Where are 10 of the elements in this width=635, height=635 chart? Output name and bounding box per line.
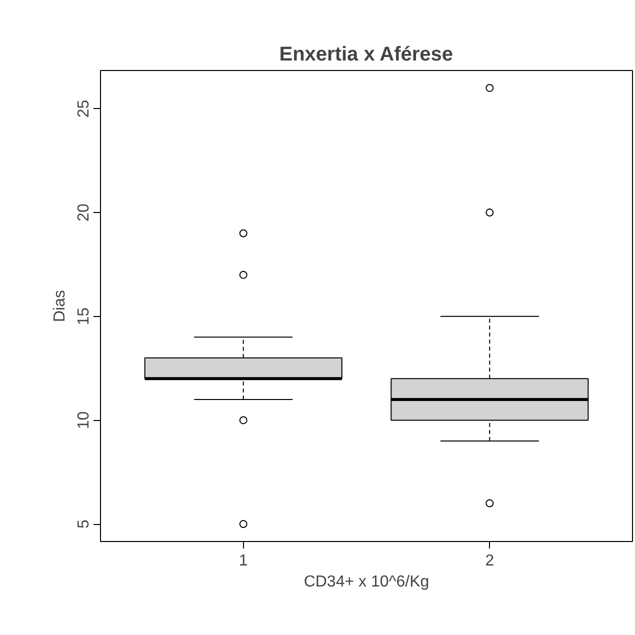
x-tick-label: 1 [238, 552, 248, 570]
y-tick-label: 20 [76, 204, 92, 222]
y-tick-label: 15 [76, 307, 92, 326]
y-tick-label: 5 [76, 520, 92, 529]
y-tick-label: 10 [76, 411, 92, 430]
y-axis-title: Dias [52, 290, 68, 322]
x-tick-label: 2 [485, 552, 494, 570]
chart-title: Enxertia x Aférese [279, 44, 454, 66]
x-axis-title: CD34+ x 10^6/Kg [304, 574, 430, 590]
y-tick-label: 25 [76, 100, 92, 118]
